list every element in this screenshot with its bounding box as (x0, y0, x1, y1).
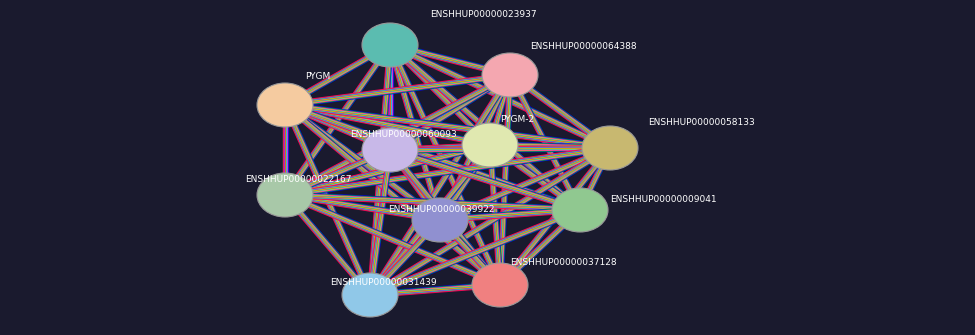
Ellipse shape (362, 23, 418, 67)
Text: PYGM-2: PYGM-2 (500, 115, 534, 124)
Text: PYGM: PYGM (305, 72, 331, 81)
Text: ENSHHUP00000064388: ENSHHUP00000064388 (530, 42, 637, 51)
Text: ENSHHUP00000058133: ENSHHUP00000058133 (648, 118, 755, 127)
Ellipse shape (362, 128, 418, 172)
Ellipse shape (482, 53, 538, 97)
Ellipse shape (412, 198, 468, 242)
Text: ENSHHUP00000039922: ENSHHUP00000039922 (388, 205, 494, 214)
Ellipse shape (342, 273, 398, 317)
Ellipse shape (582, 126, 638, 170)
Ellipse shape (257, 173, 313, 217)
Text: ENSHHUP00000023937: ENSHHUP00000023937 (430, 10, 536, 19)
Text: ENSHHUP00000031439: ENSHHUP00000031439 (330, 278, 437, 287)
Ellipse shape (257, 83, 313, 127)
Text: ENSHHUP00000037128: ENSHHUP00000037128 (510, 258, 616, 267)
Ellipse shape (472, 263, 528, 307)
Ellipse shape (552, 188, 608, 232)
Text: ENSHHUP00000022167: ENSHHUP00000022167 (245, 175, 352, 184)
Ellipse shape (462, 123, 518, 167)
Text: ENSHHUP00000009041: ENSHHUP00000009041 (610, 195, 717, 204)
Text: ENSHHUP00000060093: ENSHHUP00000060093 (350, 130, 456, 139)
